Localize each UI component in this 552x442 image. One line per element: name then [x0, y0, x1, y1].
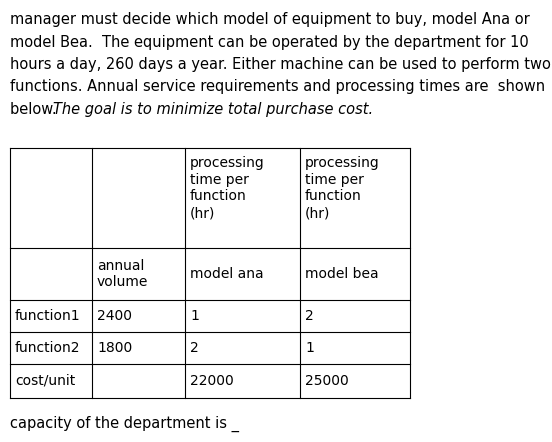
Text: hours a day, 260 days a year. Either machine can be used to perform two: hours a day, 260 days a year. Either mac… — [10, 57, 551, 72]
Text: 2: 2 — [305, 309, 314, 323]
Text: function1: function1 — [15, 309, 81, 323]
Text: cost/unit: cost/unit — [15, 374, 75, 388]
Text: model ana: model ana — [190, 267, 264, 281]
Text: 1: 1 — [305, 341, 314, 355]
Text: model bea: model bea — [305, 267, 379, 281]
Text: functions. Annual service requirements and processing times are  shown: functions. Annual service requirements a… — [10, 80, 545, 95]
Text: 2: 2 — [190, 341, 199, 355]
Text: capacity of the department is _: capacity of the department is _ — [10, 416, 239, 432]
Text: model Bea.  The equipment can be operated by the department for 10: model Bea. The equipment can be operated… — [10, 34, 529, 50]
Text: processing
time per
function
(hr): processing time per function (hr) — [190, 156, 265, 220]
Text: 25000: 25000 — [305, 374, 349, 388]
Text: 22000: 22000 — [190, 374, 233, 388]
Text: 1800: 1800 — [97, 341, 132, 355]
Text: processing
time per
function
(hr): processing time per function (hr) — [305, 156, 380, 220]
Text: 1: 1 — [190, 309, 199, 323]
Text: annual
volume: annual volume — [97, 259, 148, 290]
Text: 2400: 2400 — [97, 309, 132, 323]
Text: function2: function2 — [15, 341, 81, 355]
Text: The goal is to minimize total purchase cost.: The goal is to minimize total purchase c… — [53, 102, 373, 117]
Text: manager must decide which model of equipment to buy, model Ana or: manager must decide which model of equip… — [10, 12, 530, 27]
Text: below.: below. — [10, 102, 61, 117]
